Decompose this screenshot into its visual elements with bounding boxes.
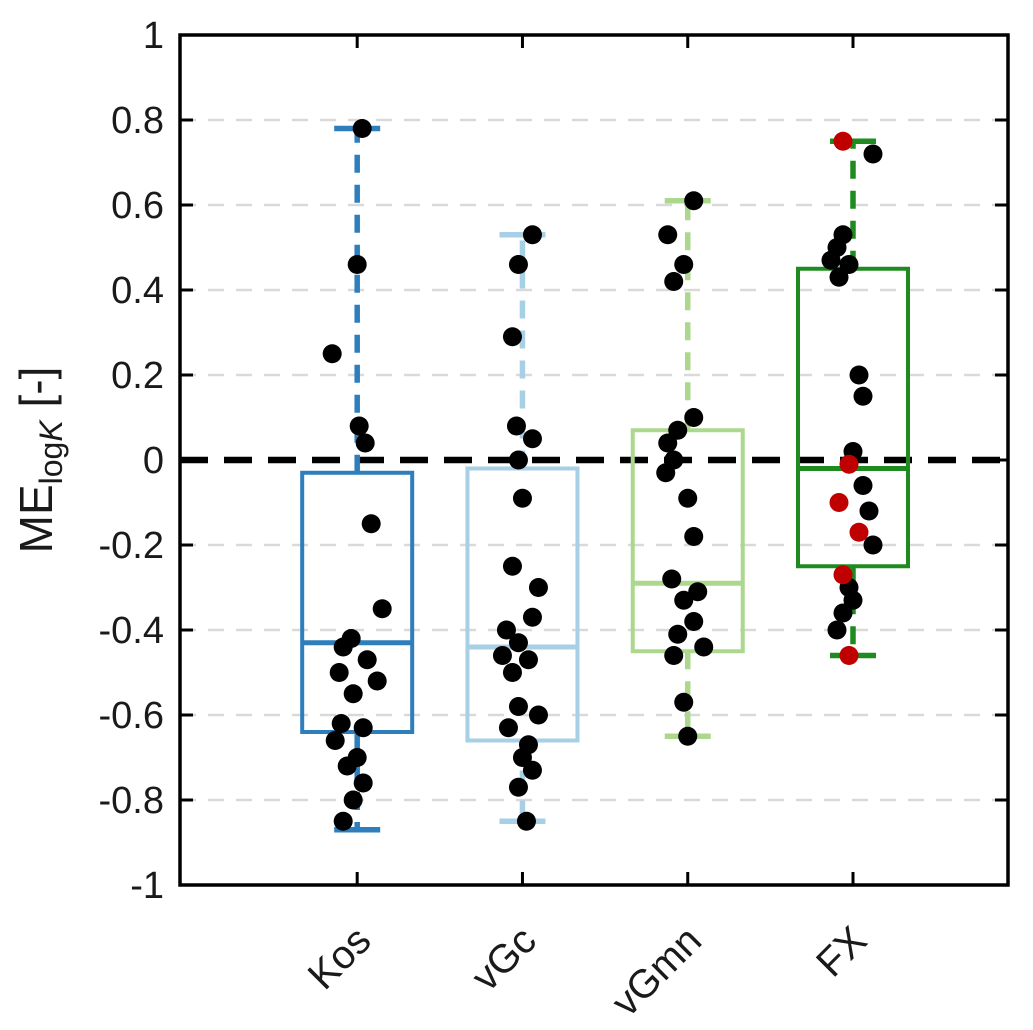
data-point-vGmn: [678, 726, 698, 746]
data-point-vGc: [522, 760, 542, 780]
data-point-FX: [833, 603, 853, 623]
data-point-vGmn: [684, 527, 704, 546]
data-point-FX: [849, 365, 869, 385]
data-point-vGmn: [674, 590, 694, 610]
data-point-vGc: [516, 811, 536, 831]
data-point-vGmn: [688, 582, 708, 602]
data-point-FX: [839, 255, 859, 274]
highlighted-point-FX: [839, 646, 859, 665]
data-point-FX: [863, 144, 883, 164]
data-point-Kos: [333, 637, 353, 657]
data-point-Kos: [329, 663, 349, 682]
data-point-vGc: [496, 620, 516, 640]
data-point-vGmn: [664, 272, 684, 291]
data-point-vGc: [528, 705, 548, 725]
data-point-vGmn: [678, 488, 698, 508]
y-tick-label: 0.8: [111, 100, 164, 142]
data-point-vGmn: [658, 433, 678, 453]
data-point-vGc: [508, 255, 528, 274]
data-point-vGc: [508, 777, 528, 797]
data-point-FX: [827, 620, 847, 640]
data-point-vGmn: [662, 569, 682, 589]
data-point-vGc: [522, 607, 542, 627]
data-point-FX: [843, 590, 863, 610]
y-tick-label: -0.4: [99, 610, 164, 652]
data-point-vGmn: [674, 692, 694, 712]
data-point-FX: [821, 250, 841, 270]
data-point-vGc: [528, 578, 548, 597]
data-point-Kos: [325, 731, 345, 750]
data-point-Kos: [331, 714, 351, 733]
y-tick-label: -0.6: [99, 695, 164, 737]
data-point-vGc: [508, 633, 528, 653]
y-tick-label: 0: [143, 440, 164, 482]
data-point-Kos: [322, 344, 342, 364]
y-tick-label: 1: [143, 15, 164, 57]
highlighted-point-FX: [833, 565, 853, 585]
data-point-vGc: [512, 488, 532, 508]
data-point-Kos: [337, 756, 357, 776]
data-point-vGc: [506, 416, 526, 436]
x-tick-label-FX: FX: [808, 918, 875, 985]
data-point-vGc: [502, 327, 522, 347]
data-point-FX: [863, 535, 883, 555]
x-tick-label-vGmn: vGmn: [604, 918, 711, 1025]
data-point-vGc: [508, 450, 528, 470]
data-point-vGmn: [664, 646, 684, 665]
data-point-vGmn: [674, 255, 694, 274]
data-point-vGc: [518, 650, 538, 670]
data-point-FX: [853, 476, 873, 495]
x-tick-label-vGc: vGc: [463, 918, 544, 999]
data-point-Kos: [367, 671, 387, 691]
data-point-vGc: [502, 663, 522, 682]
data-point-vGc: [492, 646, 512, 665]
data-point-Kos: [353, 718, 373, 738]
data-point-Kos: [343, 684, 363, 704]
data-point-vGmn: [656, 463, 676, 483]
data-point-vGmn: [684, 191, 704, 211]
data-point-vGmn: [694, 637, 714, 657]
data-point-Kos: [353, 773, 373, 793]
data-point-vGc: [512, 748, 532, 767]
data-point-Kos: [343, 790, 363, 810]
data-point-Kos: [333, 811, 353, 831]
data-point-vGc: [502, 556, 522, 576]
box-vGmn: [630, 428, 745, 654]
y-tick-label: -0.8: [99, 780, 164, 822]
data-point-vGmn: [658, 225, 678, 245]
y-axis-label: MElogK [-]: [10, 367, 69, 554]
highlighted-point-FX: [849, 522, 869, 542]
highlighted-point-FX: [833, 131, 853, 151]
data-point-FX: [853, 386, 873, 406]
data-point-Kos: [347, 255, 367, 274]
data-point-vGmn: [684, 408, 704, 427]
data-point-Kos: [349, 416, 369, 436]
data-point-Kos: [361, 514, 381, 534]
data-point-vGmn: [668, 624, 688, 644]
data-point-vGc: [522, 429, 542, 449]
data-point-vGc: [522, 225, 542, 245]
x-tick-label-Kos: Kos: [300, 918, 380, 998]
y-tick-label: -1: [130, 865, 164, 907]
y-tick-label: -0.2: [99, 525, 164, 567]
y-tick-label: 0.6: [111, 185, 164, 227]
data-point-Kos: [355, 433, 375, 453]
data-point-Kos: [357, 650, 377, 670]
data-point-FX: [859, 501, 879, 521]
data-point-vGc: [498, 718, 518, 738]
data-point-Kos: [372, 599, 392, 619]
highlighted-point-FX: [829, 493, 849, 512]
data-point-vGmn: [668, 420, 688, 440]
data-point-vGc: [508, 697, 528, 716]
data-point-vGmn: [684, 612, 704, 631]
y-tick-label: 0.2: [111, 355, 164, 397]
highlighted-point-FX: [839, 454, 859, 474]
y-tick-label: 0.4: [111, 270, 164, 312]
data-point-FX: [829, 267, 849, 287]
data-point-Kos: [352, 119, 372, 138]
